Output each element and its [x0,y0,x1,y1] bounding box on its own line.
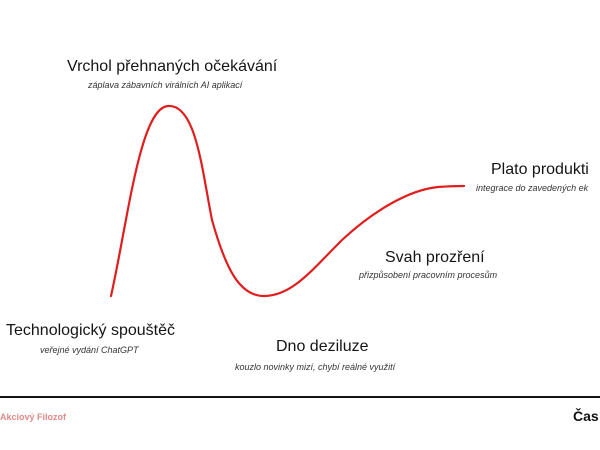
time-axis-line [0,396,600,398]
trigger-phase-title: Technologický spouštěč [6,322,175,339]
trough-phase-subtitle: kouzlo novinky mizí, chybí reálné využit… [235,362,396,372]
time-axis-label: Čas [573,408,599,424]
trough-phase-title: Dno deziluze [276,338,369,355]
trigger-phase-subtitle: veřejné vydání ChatGPT [40,345,139,355]
plateau-phase-subtitle: integrace do zavedených ek [476,183,589,193]
brand-watermark: Akciový Filozof [0,412,67,422]
peak-phase-title: Vrchol přehnaných očekávání [67,58,278,75]
plateau-phase-title: Plato produkti [491,161,589,178]
peak-phase-subtitle: záplava zábavních virálních AI aplikací [88,80,243,90]
slope-phase-subtitle: přizpůsobení pracovním procesům [359,270,498,280]
slope-phase-title: Svah prozření [385,249,485,266]
hype-cycle-curve [109,104,466,298]
